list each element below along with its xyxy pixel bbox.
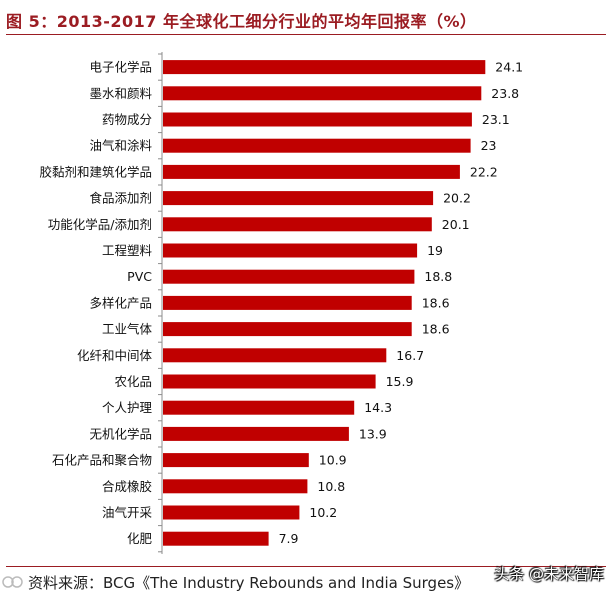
value-label: 19 [427, 243, 443, 258]
category-label: 化纤和中间体 [77, 348, 153, 363]
category-label: PVC [127, 269, 152, 284]
category-label: 功能化学品/添加剂 [48, 217, 152, 232]
value-label: 10.2 [309, 505, 337, 520]
category-label: 化肥 [127, 531, 153, 546]
category-label: 无机化学品 [89, 426, 152, 441]
value-label: 10.8 [317, 479, 345, 494]
bar [163, 243, 418, 258]
value-label: 15.9 [386, 374, 414, 389]
value-label: 23 [481, 138, 497, 153]
bar [163, 453, 309, 468]
bar [163, 112, 472, 127]
category-label: 工程塑料 [102, 243, 153, 258]
category-label: 农化品 [114, 374, 152, 389]
category-label: 墨水和颜料 [89, 86, 152, 101]
value-label: 22.2 [470, 164, 498, 179]
bar [163, 426, 349, 441]
value-label: 23.8 [491, 86, 519, 101]
title-rule [6, 34, 606, 35]
bar [163, 138, 471, 153]
bar [163, 322, 412, 337]
category-label: 个人护理 [102, 400, 153, 415]
value-label: 20.1 [442, 217, 470, 232]
category-label: 油气和涂料 [89, 138, 152, 153]
category-label: 胶黏剂和建筑化学品 [39, 164, 152, 179]
bar [163, 217, 432, 232]
category-label: 药物成分 [102, 112, 152, 127]
category-label: 油气开采 [102, 505, 153, 520]
value-label: 24.1 [495, 60, 523, 75]
bar [163, 374, 376, 389]
value-label: 18.8 [424, 269, 452, 284]
bar [163, 400, 355, 415]
watermark-text: 头条 @未来智库 [494, 565, 604, 583]
category-label: 石化产品和聚合物 [52, 453, 152, 468]
bar [163, 531, 269, 546]
watermark-logo-icon [2, 576, 23, 588]
category-label: 合成橡胶 [102, 479, 152, 494]
chart-title: 图 5：2013-2017 年全球化工细分行业的平均年回报率（%） [6, 12, 477, 31]
value-label: 18.6 [422, 322, 450, 337]
bar [163, 295, 412, 310]
bar [163, 348, 387, 363]
value-label: 10.9 [319, 453, 347, 468]
value-label: 20.2 [443, 191, 471, 206]
bar [163, 86, 482, 101]
bar [163, 164, 460, 179]
bar [163, 60, 486, 75]
value-label: 13.9 [359, 426, 387, 441]
bar [163, 479, 308, 494]
category-label: 多样化产品 [89, 295, 152, 310]
category-label: 工业气体 [102, 322, 153, 337]
source-note: 资料来源：BCG《The Industry Rebounds and India… [28, 574, 470, 592]
value-label: 16.7 [396, 348, 424, 363]
value-label: 18.6 [422, 295, 450, 310]
value-label: 14.3 [364, 400, 392, 415]
value-label: 7.9 [279, 531, 299, 546]
category-label: 食品添加剂 [89, 191, 152, 206]
footer-rule [6, 566, 606, 567]
category-label: 电子化学品 [89, 60, 152, 75]
bar [163, 191, 434, 206]
value-label: 23.1 [482, 112, 510, 127]
bar [163, 505, 300, 520]
bar [163, 269, 415, 284]
